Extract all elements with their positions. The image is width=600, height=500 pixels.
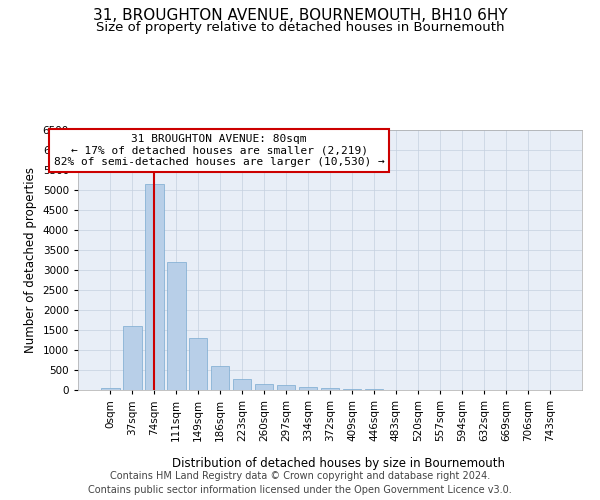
Bar (277, 385, 295, 390)
Bar (255, 384, 274, 390)
Text: Size of property relative to detached houses in Bournemouth: Size of property relative to detached ho… (96, 21, 504, 34)
Bar (167, 262, 185, 390)
Bar (189, 338, 208, 390)
Bar (211, 366, 229, 390)
Text: Contains HM Land Registry data © Crown copyright and database right 2024.
Contai: Contains HM Land Registry data © Crown c… (88, 471, 512, 495)
Text: 31, BROUGHTON AVENUE, BOURNEMOUTH, BH10 6HY: 31, BROUGHTON AVENUE, BOURNEMOUTH, BH10 … (92, 8, 508, 22)
Bar (101, 388, 119, 390)
Bar (299, 387, 317, 390)
Bar (123, 326, 142, 390)
Y-axis label: Number of detached properties: Number of detached properties (24, 167, 37, 353)
Bar (343, 389, 361, 390)
Bar (320, 388, 340, 390)
Text: Distribution of detached houses by size in Bournemouth: Distribution of detached houses by size … (172, 458, 505, 470)
Bar (145, 184, 164, 390)
Bar (233, 379, 251, 390)
Text: 31 BROUGHTON AVENUE: 80sqm
← 17% of detached houses are smaller (2,219)
82% of s: 31 BROUGHTON AVENUE: 80sqm ← 17% of deta… (54, 134, 385, 167)
